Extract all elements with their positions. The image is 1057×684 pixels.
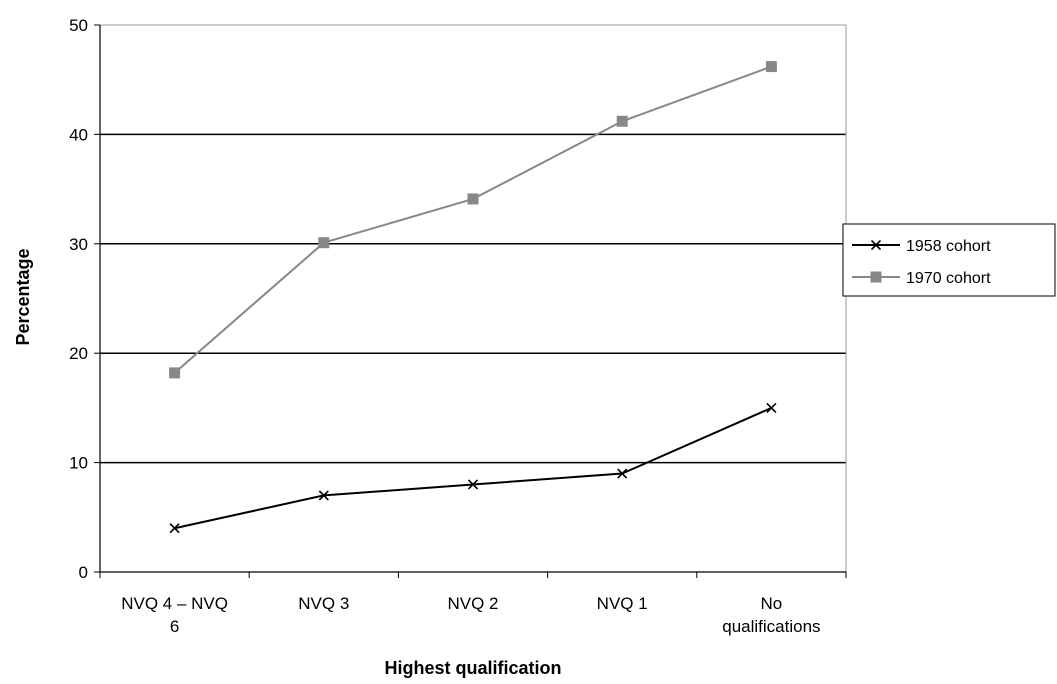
legend-marker-1 bbox=[870, 271, 882, 283]
y-tick-label: 10 bbox=[69, 454, 88, 473]
data-point-1-0 bbox=[169, 367, 181, 379]
series-line-0 bbox=[174, 406, 772, 530]
legend-marker-0 bbox=[870, 239, 882, 251]
x-tick-label: NVQ 1 bbox=[597, 594, 648, 613]
x-tick-label: NVQ 3 bbox=[298, 594, 349, 613]
data-point-0-2 bbox=[467, 479, 479, 490]
series-line-1 bbox=[173, 65, 772, 374]
marker-stroke bbox=[169, 523, 180, 534]
marker-stroke bbox=[870, 239, 882, 251]
y-tick-label: 50 bbox=[69, 16, 88, 35]
marker-stroke bbox=[766, 402, 777, 413]
data-point-1-2 bbox=[467, 193, 479, 205]
y-tick-label: 30 bbox=[69, 235, 88, 254]
data-point-1-4 bbox=[765, 61, 777, 73]
marker-stroke bbox=[318, 490, 329, 501]
y-tick-labels: 0 10 20 30 40 50 bbox=[69, 16, 88, 582]
legend-box bbox=[842, 223, 1056, 297]
x-tick-labels: NVQ 4 – NVQ 6 NVQ 3 NVQ 2 NVQ 1 No qualificati… bbox=[121, 594, 820, 636]
x-tick-label: NVQ 2 bbox=[447, 594, 498, 613]
data-point-1-1 bbox=[318, 237, 330, 249]
legend-label-1: 1970 cohort bbox=[906, 270, 991, 287]
data-point-0-3 bbox=[617, 468, 628, 479]
x-axis-title: Highest qualification bbox=[384, 658, 561, 678]
x-tick-label: NVQ 4 – NVQ 6 bbox=[121, 594, 228, 636]
data-point-0-0 bbox=[169, 523, 180, 534]
marker-stroke bbox=[617, 468, 628, 479]
series-group bbox=[169, 61, 777, 534]
axes bbox=[94, 24, 847, 578]
legend-label-0: 1958 cohort bbox=[906, 238, 991, 255]
gridlines bbox=[100, 133, 846, 464]
y-axis-title: Percentage bbox=[13, 248, 33, 345]
data-point-1-3 bbox=[616, 115, 628, 127]
y-tick-label: 20 bbox=[69, 344, 88, 363]
data-point-0-1 bbox=[318, 490, 329, 501]
y-tick-label: 0 bbox=[79, 563, 88, 582]
marker-stroke bbox=[467, 479, 479, 490]
data-point-0-4 bbox=[766, 402, 777, 413]
y-tick-label: 40 bbox=[69, 125, 88, 144]
legend: 1958 cohort 1970 cohort bbox=[842, 223, 1056, 297]
x-tick-label: No qualifications bbox=[722, 594, 820, 636]
